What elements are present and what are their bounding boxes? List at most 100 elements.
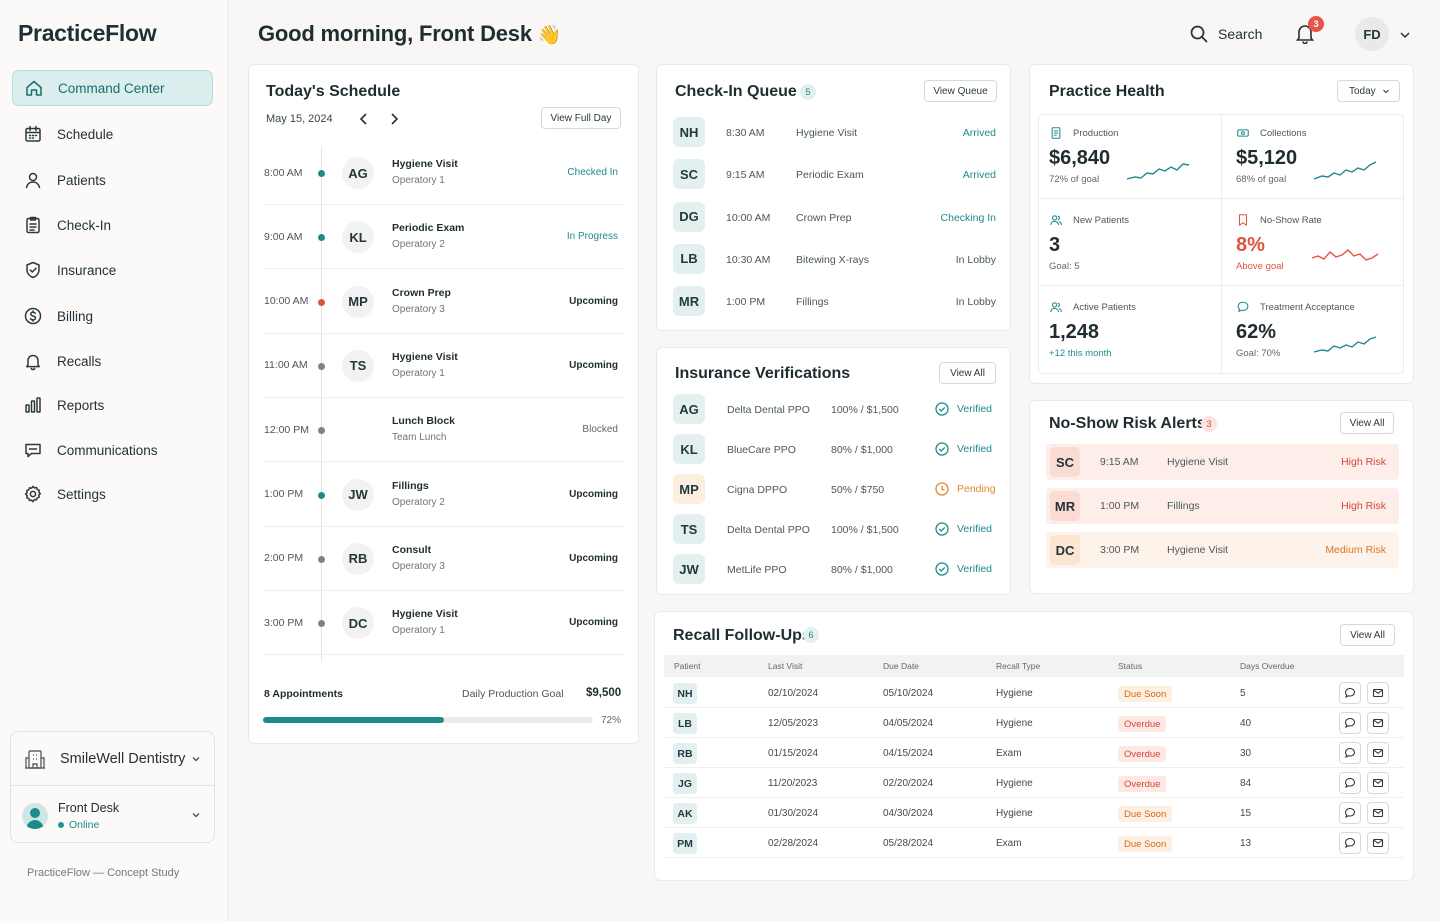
message-button[interactable] (1339, 832, 1361, 854)
health-tile[interactable]: Production $6,840 72% of goal (1049, 125, 1214, 197)
schedule-row[interactable]: 2:00 PM RB Consult Operatory 3 Upcoming (264, 527, 624, 591)
sidebar-item-check-in[interactable]: Check-In (12, 207, 213, 243)
risk-row[interactable]: SC 9:15 AM Hygiene Visit High Risk (1046, 444, 1399, 480)
insurance-view-all-button[interactable]: View All (939, 362, 996, 384)
insurance-row[interactable]: JW MetLife PPO 80% / $1,000 Verified (673, 554, 998, 586)
email-button[interactable] (1367, 712, 1389, 734)
queue-visit: Hygiene Visit (796, 127, 858, 139)
sidebar-item-reports[interactable]: Reports (12, 387, 213, 423)
view-full-day-button[interactable]: View Full Day (541, 107, 621, 129)
health-tile[interactable]: Treatment Acceptance 62% Goal: 70% (1236, 299, 1401, 371)
due-date: 05/28/2024 (883, 837, 934, 849)
search-button[interactable]: Search (1189, 24, 1262, 44)
message-button[interactable] (1339, 682, 1361, 704)
insurance-row[interactable]: KL BlueCare PPO 80% / $1,000 Verified (673, 434, 998, 466)
recall-type: Exam (996, 747, 1022, 759)
sidebar-item-label: Check-In (57, 217, 112, 233)
queue-status: In Lobby (955, 253, 996, 266)
message-button[interactable] (1339, 712, 1361, 734)
risk-row[interactable]: DC 3:00 PM Hygiene Visit Medium Risk (1046, 532, 1399, 568)
tile-label: New Patients (1049, 213, 1129, 227)
appointment-status: Upcoming (569, 552, 618, 564)
clipboard-icon (23, 215, 43, 235)
users-icon (1049, 213, 1073, 227)
schedule-row[interactable]: 12:00 PM Lunch Block Team Lunch Blocked (264, 398, 624, 463)
org-switcher: SmileWell Dentistry Front Desk Online (10, 731, 215, 843)
table-row[interactable]: LB 12/05/2023 04/05/2024 Hygiene Overdue… (664, 708, 1404, 738)
user-menu[interactable]: Front Desk Online (11, 787, 214, 844)
status-dot (318, 298, 325, 306)
sidebar-item-insurance[interactable]: Insurance (12, 252, 213, 288)
email-button[interactable] (1367, 772, 1389, 794)
email-button[interactable] (1367, 682, 1389, 704)
view-queue-button[interactable]: View Queue (924, 80, 997, 102)
user-icon (23, 170, 43, 190)
table-row[interactable]: PM 02/28/2024 05/28/2024 Exam Due Soon 1… (664, 828, 1404, 858)
tile-label-text: No-Show Rate (1260, 214, 1322, 226)
table-row[interactable]: RB 01/15/2024 04/15/2024 Exam Overdue 30 (664, 738, 1404, 768)
queue-row[interactable]: MR 1:00 PM Fillings In Lobby (673, 286, 998, 318)
appointment-time: 10:00 AM (264, 295, 309, 308)
patient-avatar: RB (342, 542, 374, 575)
next-day-button[interactable] (389, 113, 399, 125)
org-selector[interactable]: SmileWell Dentistry (11, 732, 214, 786)
table-row[interactable]: NH 02/10/2024 05/10/2024 Hygiene Due Soo… (664, 678, 1404, 708)
sidebar-item-communications[interactable]: Communications (12, 432, 213, 468)
sidebar-item-patients[interactable]: Patients (12, 162, 213, 198)
schedule-row[interactable]: 1:00 PM JW Fillings Operatory 2 Upcoming (264, 463, 624, 527)
dollar-icon (23, 306, 43, 326)
schedule-row[interactable]: 11:00 AM TS Hygiene Visit Operatory 1 Up… (264, 334, 624, 398)
col-days-overdue: Days Overdue (1240, 661, 1295, 671)
schedule-row[interactable]: 8:00 AM AG Hygiene Visit Operatory 1 Che… (264, 141, 624, 205)
email-button[interactable] (1367, 802, 1389, 824)
schedule-row[interactable]: 10:00 AM MP Crown Prep Operatory 3 Upcom… (264, 270, 624, 334)
queue-row[interactable]: LB 10:30 AM Bitewing X-rays In Lobby (673, 243, 998, 276)
message-button[interactable] (1339, 772, 1361, 794)
user-status-label: Online (69, 818, 100, 831)
noshow-count: 3 (1201, 416, 1217, 432)
sidebar: PracticeFlow Command Center Schedule Patie… (0, 0, 228, 921)
queue-row[interactable]: DG 10:00 AM Crown Prep Checking In (673, 201, 998, 234)
sidebar-item-command-center[interactable]: Command Center (12, 70, 213, 106)
recall-type: Hygiene (996, 807, 1033, 819)
health-title: Practice Health (1049, 83, 1165, 100)
user-avatar[interactable]: FD (1355, 17, 1389, 51)
insurance-row[interactable]: MP Cigna DPPO 50% / $750 Pending (673, 474, 998, 506)
table-row[interactable]: JG 11/20/2023 02/20/2024 Hygiene Overdue… (664, 768, 1404, 798)
prev-day-button[interactable] (359, 113, 369, 125)
insurance-status: Verified (957, 443, 993, 455)
health-tile[interactable]: Collections $5,120 68% of goal (1236, 125, 1401, 197)
recall-type: Hygiene (996, 717, 1033, 729)
noshow-view-all-button[interactable]: View All (1340, 412, 1394, 434)
brand-logo[interactable]: PracticeFlow (18, 20, 157, 46)
insurance-row[interactable]: AG Delta Dental PPO 100% / $1,500 Verifi… (673, 394, 998, 426)
sidebar-item-billing[interactable]: Billing (12, 298, 213, 334)
email-button[interactable] (1367, 832, 1389, 854)
health-tile[interactable]: Active Patients 1,248 +12 this month (1049, 299, 1214, 371)
status-dot (318, 170, 325, 177)
status-badge: Overdue (1118, 776, 1167, 792)
health-tile[interactable]: No-Show Rate 8% Above goal (1236, 212, 1401, 284)
sidebar-item-schedule[interactable]: Schedule (12, 116, 213, 152)
queue-row[interactable]: SC 9:15 AM Periodic Exam Arrived (673, 159, 998, 191)
risk-row[interactable]: MR 1:00 PM Fillings High Risk (1046, 488, 1399, 524)
insurance-title: Insurance Verifications (675, 365, 851, 382)
email-button[interactable] (1367, 742, 1389, 764)
message-button[interactable] (1339, 742, 1361, 764)
schedule-row[interactable]: 9:00 AM KL Periodic Exam Operatory 2 In … (264, 205, 624, 270)
patient-initials: NH (673, 117, 705, 147)
sidebar-item-recalls[interactable]: Recalls (12, 343, 213, 379)
table-row[interactable]: AK 01/30/2024 04/30/2024 Hygiene Due Soo… (664, 798, 1404, 828)
notifications-button[interactable] (1294, 22, 1316, 44)
appointment-count: 8 Appointments (264, 688, 343, 700)
period-select[interactable]: Today (1337, 80, 1400, 102)
sidebar-item-settings[interactable]: Settings (12, 476, 213, 512)
recall-view-all-button[interactable]: View All (1340, 624, 1395, 646)
schedule-row[interactable]: 3:00 PM DC Hygiene Visit Operatory 1 Upc… (264, 591, 624, 656)
message-button[interactable] (1339, 802, 1361, 824)
period-select-value: Today (1349, 85, 1376, 97)
health-tile[interactable]: New Patients 3 Goal: 5 (1049, 212, 1214, 284)
chevron-down-icon[interactable] (1399, 29, 1411, 41)
queue-row[interactable]: NH 8:30 AM Hygiene Visit Arrived (673, 117, 998, 149)
insurance-row[interactable]: TS Delta Dental PPO 100% / $1,500 Verifi… (673, 514, 998, 546)
